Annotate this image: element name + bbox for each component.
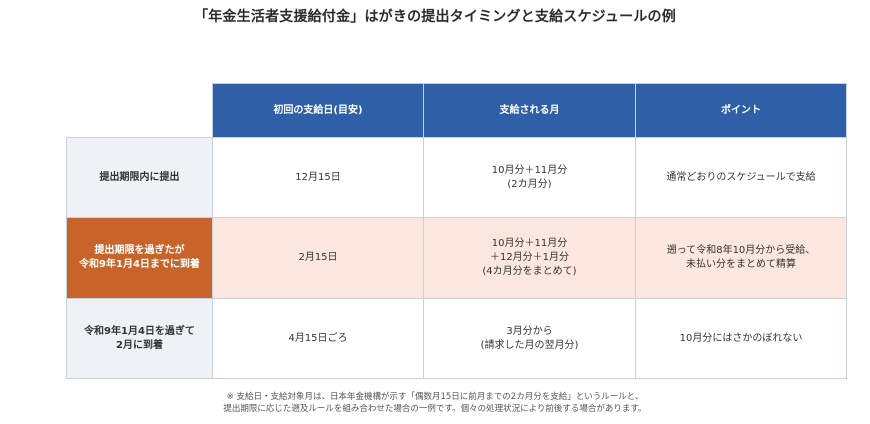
- point-cell: 通常どおりのスケジュールで支給: [635, 137, 847, 218]
- row-label: 提出期限内に提出: [66, 137, 213, 218]
- first-payment-cell: 2月15日: [212, 217, 424, 299]
- footnote: ※ 支給日・支給対象月は、日本年金機構が示す「偶数月15日に前月までの2カ月分を…: [223, 392, 647, 414]
- first-payment-cell: 12月15日: [212, 137, 424, 218]
- header-first-payment: 初回の支給日(目安): [212, 83, 424, 138]
- header-point: ポイント: [635, 83, 847, 138]
- point-cell: 遡って令和8年10月分から受給、 未払い分をまとめて精算: [635, 217, 847, 299]
- point-cell: 10月分にはさかのぼれない: [635, 298, 847, 379]
- page-title: 「年金生活者支援給付金」はがきの提出タイミングと支給スケジュールの例: [194, 9, 676, 25]
- row-label: 令和9年1月4日を過ぎて 2月に到着: [66, 298, 213, 379]
- table-corner-cell: [66, 83, 213, 138]
- paid-months-cell: 3月分から (請求した月の翌月分): [423, 298, 636, 379]
- paid-months-cell: 10月分＋11月分 ＋12月分＋1月分 (4カ月分をまとめて): [423, 217, 636, 299]
- schedule-table: 初回の支給日(目安) 支給される月 ポイント 提出期限内に提出 12月15日 1…: [66, 83, 847, 379]
- table-row: 提出期限内に提出 12月15日 10月分＋11月分 (2カ月分) 通常どおりのス…: [66, 137, 847, 218]
- paid-months-cell: 10月分＋11月分 (2カ月分): [423, 137, 636, 218]
- table-row: 令和9年1月4日を過ぎて 2月に到着 4月15日ごろ 3月分から (請求した月の…: [66, 298, 847, 379]
- row-label: 提出期限を過ぎたが 令和9年1月4日までに到着: [66, 217, 213, 299]
- table-header-row: 初回の支給日(目安) 支給される月 ポイント: [66, 83, 847, 138]
- header-paid-months: 支給される月: [423, 83, 636, 138]
- first-payment-cell: 4月15日ごろ: [212, 298, 424, 379]
- table-row-highlighted: 提出期限を過ぎたが 令和9年1月4日までに到着 2月15日 10月分＋11月分 …: [66, 217, 847, 299]
